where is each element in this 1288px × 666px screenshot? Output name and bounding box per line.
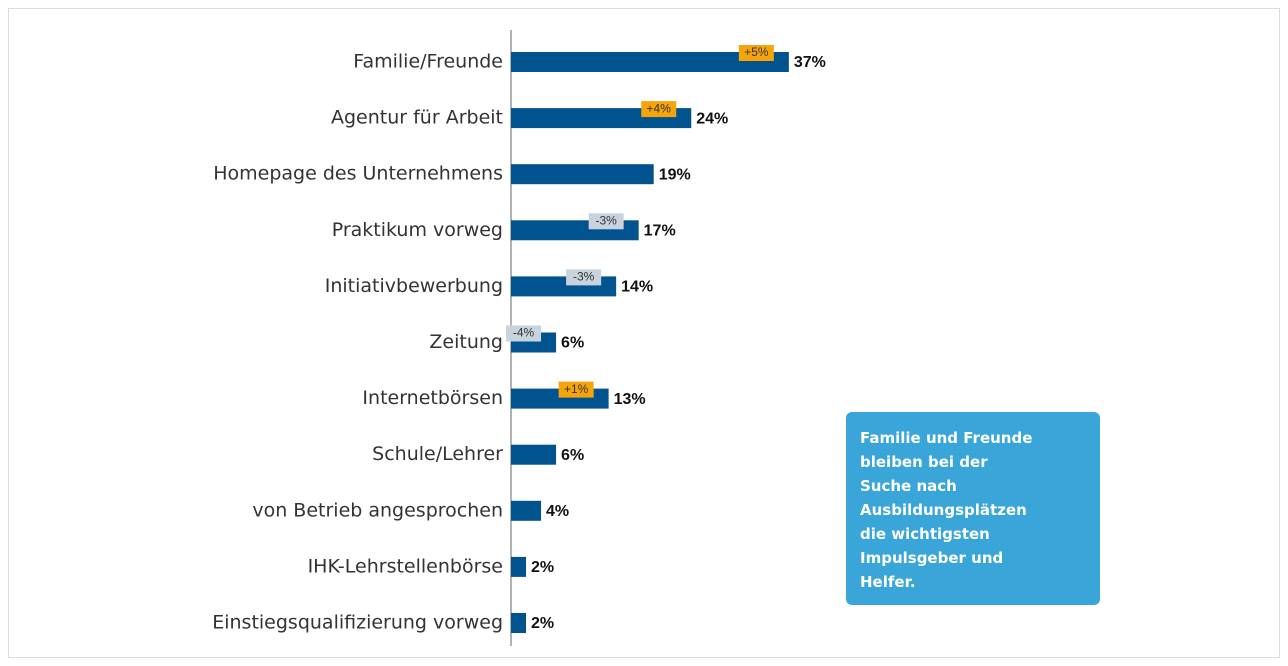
change-label: +5% bbox=[744, 45, 769, 59]
category-label: Agentur für Arbeit bbox=[331, 107, 503, 129]
change-label: -4% bbox=[513, 326, 535, 340]
change-box bbox=[641, 101, 677, 118]
value-label: 2% bbox=[531, 615, 554, 632]
category-label: Zeitung bbox=[429, 331, 503, 353]
change-box bbox=[566, 269, 602, 286]
value-label: 14% bbox=[621, 279, 653, 296]
value-label: 6% bbox=[561, 447, 584, 464]
change-box bbox=[558, 381, 594, 398]
change-box bbox=[506, 325, 542, 342]
category-label: Initiativbewerbung bbox=[325, 275, 503, 297]
frame bbox=[8, 8, 1280, 658]
bar bbox=[511, 613, 527, 633]
category-label: Schule/Lehrer bbox=[372, 443, 503, 465]
bar bbox=[511, 500, 542, 521]
note-box: Familie und Freunde bleiben bei der Such… bbox=[846, 412, 1100, 605]
category-label: von Betrieb angesprochen bbox=[252, 499, 503, 521]
category-label: Homepage des Unternehmens bbox=[213, 163, 503, 185]
category-label: Familie/Freunde bbox=[353, 51, 503, 73]
value-label: 2% bbox=[531, 559, 554, 576]
value-label: 17% bbox=[644, 223, 676, 240]
bar bbox=[511, 444, 557, 465]
value-label: 37% bbox=[794, 54, 826, 71]
category-label: Internetbörsen bbox=[362, 387, 503, 409]
category-label: Praktikum vorweg bbox=[332, 219, 503, 241]
bar bbox=[511, 52, 789, 72]
bar bbox=[511, 164, 654, 185]
value-label: 13% bbox=[614, 391, 646, 408]
value-label: 19% bbox=[659, 166, 691, 183]
bar bbox=[511, 556, 527, 577]
value-label: 24% bbox=[696, 110, 728, 127]
value-label: 6% bbox=[561, 335, 584, 352]
category-label: Einstiegsqualifizierung vorweg bbox=[212, 612, 503, 634]
value-label: 4% bbox=[546, 503, 569, 520]
category-label: IHK-Lehrstellenbörse bbox=[308, 555, 503, 577]
change-box bbox=[588, 213, 624, 230]
change-label: -3% bbox=[573, 270, 595, 284]
change-label: +1% bbox=[564, 382, 589, 396]
change-label: -3% bbox=[595, 213, 617, 227]
change-label: +4% bbox=[647, 101, 672, 115]
change-box bbox=[738, 45, 774, 61]
